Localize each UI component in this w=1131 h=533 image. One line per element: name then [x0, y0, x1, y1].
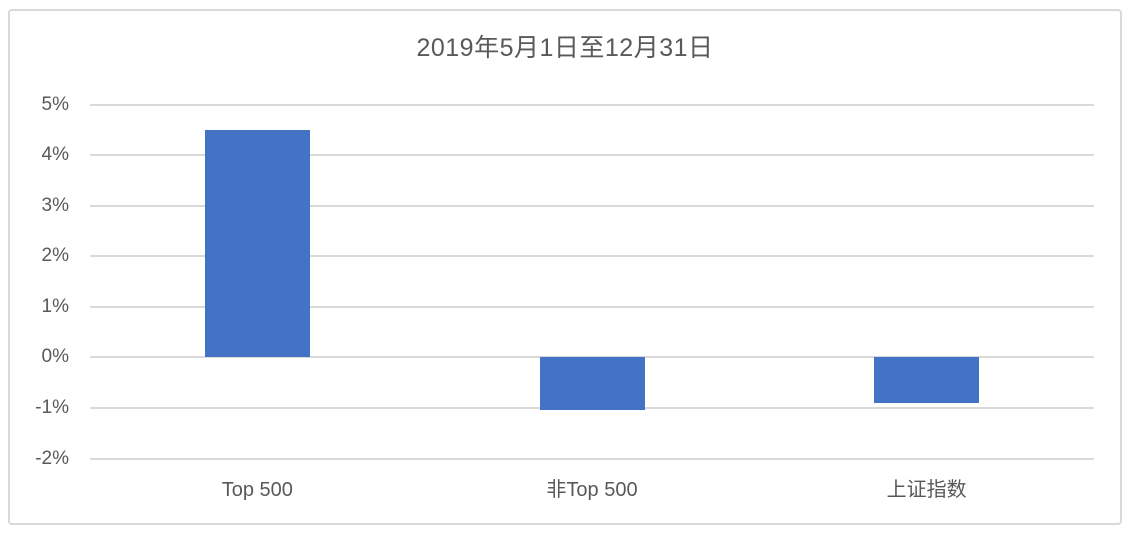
gridline [90, 305, 1094, 308]
y-axis-tick-label: -1% [35, 396, 69, 418]
x-axis-category-label: Top 500 [221, 479, 293, 501]
gridline [90, 255, 1094, 258]
bar-3 [874, 357, 980, 403]
y-axis-tick-label: 1% [41, 295, 69, 317]
gridline [90, 204, 1094, 207]
y-axis-tick-label: 0% [41, 346, 69, 368]
y-axis-tick-label: 3% [41, 194, 69, 216]
gridline [90, 103, 1094, 106]
gridline [90, 457, 1094, 460]
y-axis-tick-label: 5% [41, 93, 69, 115]
chart-frame: 2019年5月1日至12月31日 5% 4% 3% 2% 1% 0% -1% -2% Top 5… [8, 9, 1122, 525]
y-axis-tick-label: -2% [35, 447, 69, 469]
x-axis-category-label: 上证指数 [886, 479, 967, 501]
gridline [90, 154, 1094, 157]
bar-2 [539, 357, 645, 411]
chart-title: 2019年5月1日至12月31日 [416, 34, 714, 62]
bar-1 [204, 129, 310, 358]
y-axis-tick-label: 2% [41, 245, 69, 267]
x-axis-category-label: 非Top 500 [546, 479, 638, 501]
y-axis-tick-label: 4% [41, 144, 69, 166]
